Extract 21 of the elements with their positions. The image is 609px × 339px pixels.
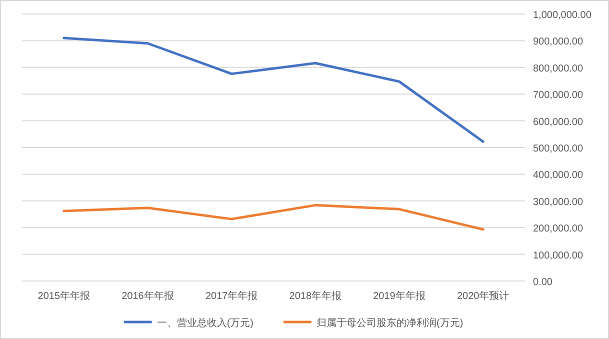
line-series: [62, 36, 484, 143]
y-tick-label: 200,000.00: [533, 224, 584, 235]
x-tick-label: 2015年年报: [38, 290, 90, 302]
y-tick-label: 1,000,000.00: [533, 10, 592, 21]
y-tick-label: 400,000.00: [533, 170, 584, 182]
y-tick-label: 500,000.00: [533, 144, 584, 154]
y-tick-label: 0.00: [533, 277, 553, 288]
y-tick-label: 900,000.00: [533, 36, 584, 48]
legend-label: 归属于母公司股东的净利润(万元): [316, 317, 464, 329]
x-tick-label: 2020年预计: [456, 290, 510, 302]
x-tick-label: 2019年年报: [373, 290, 426, 302]
x-tick-label: 2016年年报: [122, 290, 174, 302]
line-series: [62, 204, 484, 231]
y-tick-label: 100,000.00: [533, 250, 584, 262]
y-tick-label: 600,000.00: [533, 116, 584, 128]
y-tick-label: 700,000.00: [533, 90, 584, 102]
x-tick-label: 2017年年报: [205, 290, 258, 302]
y-tick-label: 800,000.00: [533, 63, 584, 74]
legend-label: 一、营业总收入(万元): [156, 317, 254, 329]
x-tick-label: 2018年年报: [289, 290, 342, 302]
y-tick-label: 300,000.00: [533, 196, 584, 208]
